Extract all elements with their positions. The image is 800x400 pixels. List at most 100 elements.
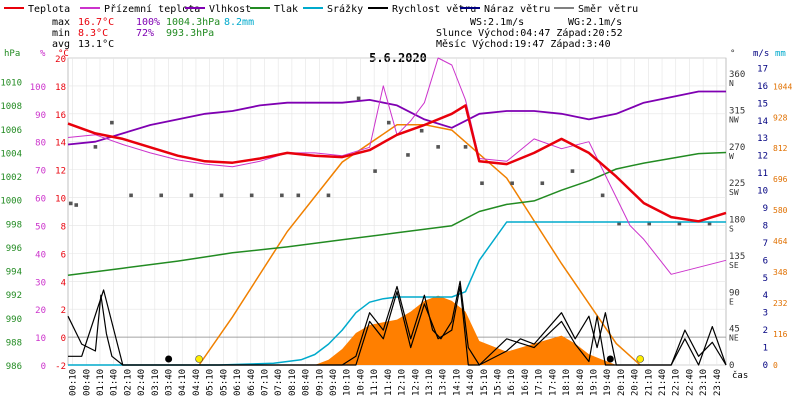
ms-axis-label: m/s [753,49,769,59]
stat-min-hum: 72% [136,28,154,39]
x-tick-label: 14:10 [452,369,462,396]
x-tick-label: 05:40 [219,369,229,396]
hpa-tick-label: 1006 [0,126,22,136]
wind-direction-point [647,221,652,226]
x-tick-label: 00:10 [69,369,79,396]
series-humidity-line [67,90,726,146]
hpa-tick-label: 988 [6,338,22,348]
celsius-tick-label: 6 [61,250,66,260]
mm-tick-label: 464 [773,237,788,246]
celsius-tick-label: 4 [61,278,66,288]
mm-tick-label: 116 [773,330,788,339]
legend-item: Směr větru [578,3,638,15]
wind-direction-point [93,145,98,149]
sunrise-marker [195,355,203,363]
celsius-tick-label: 10 [55,195,66,205]
stat-avg-label: avg [52,39,70,50]
pct-tick-label: 70 [35,167,46,177]
wind-direction-point [280,193,284,198]
pct-tick-label: 10 [35,334,46,344]
pct-tick-label: 60 [35,195,46,205]
wind-direction-point [68,201,73,206]
x-tick-label: 18:10 [562,369,572,396]
x-tick-label: 01:10 [96,369,106,396]
wind-direction-point [219,193,224,198]
plot-area [67,57,727,366]
x-tick-label: 01:40 [110,369,120,396]
pct-tick-label: 20 [35,306,46,316]
hpa-tick-label: 992 [6,291,22,301]
moonrise-marker [606,355,614,363]
wind-direction-point [463,145,468,149]
series-radiation-area [68,295,726,365]
celsius-tick-label: 12 [55,167,66,177]
hpa-tick-label: 1008 [0,102,22,112]
x-tick-label: 08:40 [302,369,312,396]
legend-item: Teplota [28,4,70,15]
x-tick-label: 03:40 [165,369,175,396]
pct-tick-label: 40 [35,250,46,260]
direction-compass-label: E [729,297,734,306]
direction-compass-label: SE [729,261,739,270]
stat-max-rain: 8.2mm [224,17,254,28]
x-tick-label: 22:10 [672,369,682,396]
mm-tick-label: 0 [773,361,778,370]
pct-tick-label: 90 [35,111,46,121]
wind-direction-point [677,221,682,226]
hpa-tick-label: 994 [6,268,22,278]
wind-direction-point [356,96,361,101]
sunset-marker [636,355,644,363]
stat-min-press: 993.3hPa [166,28,214,39]
celsius-tick-label: -2 [55,362,66,372]
direction-compass-label: SW [729,188,739,197]
x-tick-label: 03:10 [151,369,161,396]
ms-tick-label: 12 [757,152,768,162]
ms-tick-label: 8 [763,221,768,231]
hpa-tick-label: 996 [6,244,22,254]
hpa-tick-label: 1004 [0,149,22,159]
x-tick-label: 12:40 [411,369,421,396]
stat-max-temp: 16.7°C [78,17,114,28]
axes: 00:10 00:40 01:10 01:40 02:10 02:40 03:10 03:40… [0,49,792,396]
x-tick-label: 23:10 [699,369,709,396]
celsius-tick-label: 16 [55,111,66,121]
pct-tick-label: 0 [41,362,46,372]
stat-min-label: min [52,28,70,39]
x-tick-label: 02:10 [123,369,133,396]
x-tick-label: 08:10 [288,369,298,396]
wind-direction-point [617,221,621,226]
x-tick-label: 14:40 [466,369,476,396]
ms-tick-label: 17 [757,64,768,74]
celsius-axis-label: °C [58,49,69,59]
ms-tick-label: 15 [757,99,768,109]
wind-direction-point [406,153,410,157]
mm-tick-label: 812 [773,144,788,153]
wind-direction-point [600,193,605,198]
x-tick-label: 18:40 [576,369,586,396]
legend-item: Tlak [274,4,298,15]
x-tick-label: 06:40 [247,369,257,396]
x-tick-label: 16:40 [521,369,531,396]
celsius-tick-label: 18 [55,83,66,93]
hpa-tick-label: 1002 [0,173,22,183]
hpa-tick-label: 986 [6,362,22,372]
direction-compass-label: S [729,225,734,234]
plot-frame [67,57,727,366]
series-wind-gust-line [68,280,727,366]
wind-direction-point [570,169,575,173]
legend-item: Rychlost větru [392,3,476,15]
x-tick-label: 15:40 [494,369,504,396]
stat-max-label: max [52,17,70,28]
wind-direction-point [249,193,254,198]
direction-compass-label: NE [729,334,739,343]
ms-tick-label: 1 [763,344,768,354]
x-tick-label: 04:40 [192,369,202,396]
celsius-tick-label: 8 [61,222,66,232]
legend-item: Náraz větru [484,3,550,15]
wind-direction-point [419,128,424,133]
ms-tick-label: 13 [757,134,768,144]
direction-axis-label: ° [730,49,735,59]
stat-avg-temp: 13.1°C [78,39,114,50]
ms-tick-label: 9 [763,204,768,214]
